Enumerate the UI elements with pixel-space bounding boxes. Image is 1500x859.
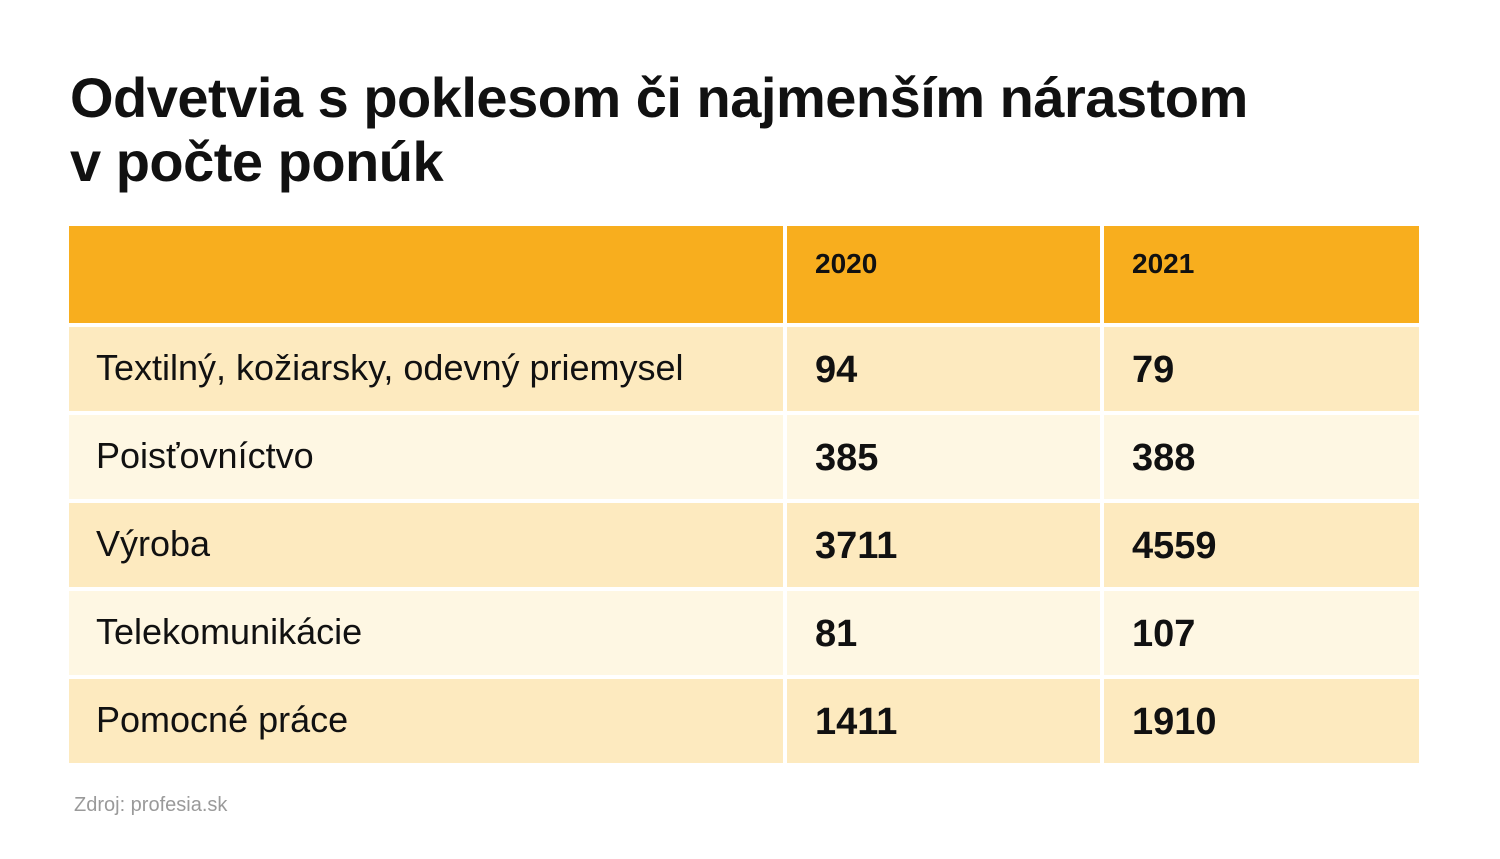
value-2020: 3711 [787, 503, 1104, 591]
header-cell-2021: 2021 [1104, 226, 1419, 327]
table-row: Telekomunikácie 81 107 [69, 591, 1419, 679]
value-2021: 388 [1104, 415, 1419, 503]
value-2020: 81 [787, 591, 1104, 679]
table-row: Poisťovníctvo 385 388 [69, 415, 1419, 503]
value-2021: 4559 [1104, 503, 1419, 591]
header-cell-label [69, 226, 787, 327]
table-row: Výroba 3711 4559 [69, 503, 1419, 591]
header-cell-2020: 2020 [787, 226, 1104, 327]
value-2021: 79 [1104, 327, 1419, 415]
value-2020: 385 [787, 415, 1104, 503]
value-2020: 94 [787, 327, 1104, 415]
table-header-row: 2020 2021 [69, 226, 1419, 327]
row-label: Poisťovníctvo [69, 415, 787, 503]
value-2021: 107 [1104, 591, 1419, 679]
row-label: Výroba [69, 503, 787, 591]
value-2021: 1910 [1104, 679, 1419, 767]
table-row: Textilný, kožiarsky, odevný priemysel 94… [69, 327, 1419, 415]
value-2020: 1411 [787, 679, 1104, 767]
chart-title: Odvetvia s poklesom či najmenším nárasto… [70, 66, 1248, 193]
data-table: 2020 2021 Textilný, kožiarsky, odevný pr… [69, 226, 1419, 767]
table-row: Pomocné práce 1411 1910 [69, 679, 1419, 767]
row-label: Pomocné práce [69, 679, 787, 767]
row-label: Textilný, kožiarsky, odevný priemysel [69, 327, 787, 415]
source-note: Zdroj: profesia.sk [74, 794, 228, 816]
row-label: Telekomunikácie [69, 591, 787, 679]
